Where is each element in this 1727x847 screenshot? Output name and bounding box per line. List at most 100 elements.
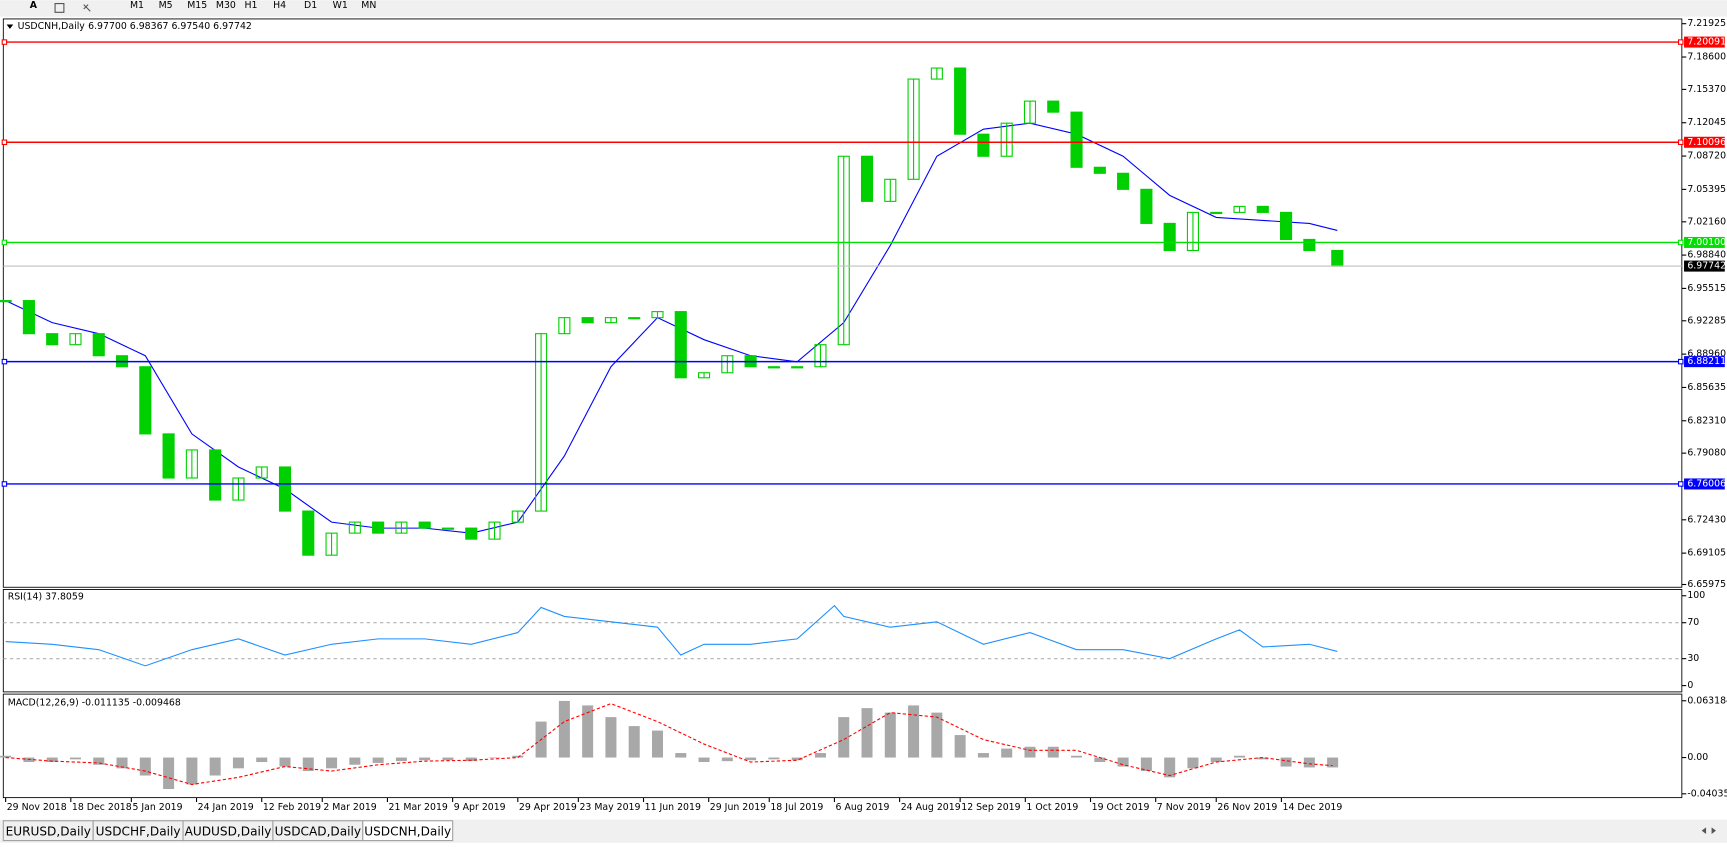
macd-bar xyxy=(745,757,757,761)
tab[interactable] xyxy=(362,820,454,842)
candle-body xyxy=(860,155,874,202)
period-button[interactable]: M5 xyxy=(159,0,173,11)
y-tick-label: 7.05395 xyxy=(1687,184,1726,195)
x-tick-label: 26 Nov 2019 xyxy=(1217,802,1277,813)
period-button[interactable]: M30 xyxy=(216,0,236,11)
macd-bar xyxy=(139,757,151,776)
candle-body xyxy=(1331,249,1344,267)
candle-body xyxy=(884,178,897,202)
x-tick-label: 7 Nov 2019 xyxy=(1157,802,1211,813)
y-tick-label: 7.02160 xyxy=(1687,216,1726,227)
toolbar xyxy=(0,0,1727,17)
x-tick-label: 6 Aug 2019 xyxy=(836,802,890,813)
macd-bar xyxy=(1164,757,1176,778)
period-button[interactable]: M1 xyxy=(130,0,144,11)
macd-bar xyxy=(372,757,384,763)
tab-label[interactable]: USDCAD,Daily xyxy=(275,824,361,838)
y-tick-label: 7.12045 xyxy=(1687,117,1726,128)
candle-body xyxy=(1256,205,1269,213)
macd-bar xyxy=(628,726,640,758)
macd-bar xyxy=(558,700,570,758)
macd-bar xyxy=(1257,757,1269,760)
rsi-panel xyxy=(2,589,1683,693)
ohlc-values: 6.97700 6.98367 6.97540 6.97742 xyxy=(88,21,252,32)
macd-bar xyxy=(1210,757,1222,763)
macd-bar xyxy=(442,757,454,761)
x-tick-label: 19 Oct 2019 xyxy=(1092,802,1150,813)
macd-bar xyxy=(69,757,81,760)
collapse-arrow[interactable] xyxy=(6,24,14,29)
macd-bar xyxy=(721,757,733,762)
x-tick-label: 12 Sep 2019 xyxy=(961,802,1020,813)
candle-body xyxy=(1186,211,1200,252)
y-tick-label: -0.040355 xyxy=(1687,788,1727,799)
y-tick-label: 30 xyxy=(1687,653,1699,664)
y-tick-label: 0.00 xyxy=(1687,752,1708,763)
tab-label[interactable]: AUDUSD,Daily xyxy=(185,824,272,838)
candle-body xyxy=(1093,166,1106,174)
tool-icon[interactable] xyxy=(54,2,91,13)
candle-body xyxy=(395,521,408,534)
font-button[interactable]: A xyxy=(30,0,38,11)
level-handle xyxy=(1,239,8,246)
tab-label[interactable]: EURUSD,Daily xyxy=(6,824,91,838)
period-button[interactable]: D1 xyxy=(304,0,317,11)
x-tick-label: 21 Mar 2019 xyxy=(389,802,448,813)
candle-body xyxy=(46,333,59,346)
macd-bar xyxy=(977,753,989,758)
macd-bar xyxy=(512,755,524,758)
tab-scroll[interactable] xyxy=(1701,827,1716,834)
candle-body xyxy=(1303,238,1316,252)
x-tick-label: 29 Apr 2019 xyxy=(519,802,577,813)
y-tick-label: 7.21925 xyxy=(1687,18,1726,29)
candle-body xyxy=(697,372,711,379)
macd-bar xyxy=(116,757,128,769)
y-tick-label: 6.95515 xyxy=(1687,283,1726,294)
candle-body xyxy=(1047,100,1060,113)
macd-panel xyxy=(2,693,1683,799)
period-button[interactable]: MN xyxy=(361,0,376,11)
macd-bar xyxy=(186,757,198,785)
y-tick-label: 100 xyxy=(1687,590,1705,601)
candle-body xyxy=(511,510,524,523)
candle-body xyxy=(488,521,501,540)
period-button[interactable]: H4 xyxy=(273,0,286,11)
candle-body xyxy=(1117,172,1130,190)
period-button[interactable]: W1 xyxy=(333,0,348,11)
candle-body xyxy=(1070,111,1083,168)
candle-body xyxy=(0,300,12,303)
candle-body xyxy=(325,532,338,556)
y-tick-label: 7.15370 xyxy=(1687,84,1726,95)
candle-body xyxy=(1023,100,1037,124)
macd-bar xyxy=(1024,746,1036,758)
macd-bar xyxy=(791,757,803,761)
period-button[interactable]: H1 xyxy=(245,0,258,11)
period-button[interactable]: M15 xyxy=(187,0,207,11)
candle-body xyxy=(1280,211,1293,241)
x-tick-label: 23 May 2019 xyxy=(579,802,640,813)
level-handle xyxy=(1,481,8,487)
candle-body xyxy=(209,449,222,501)
candle-body xyxy=(162,433,175,479)
level-handle xyxy=(1677,239,1684,246)
last-price-box xyxy=(1684,260,1725,272)
x-tick-label: 12 Feb 2019 xyxy=(263,802,321,813)
candle-body xyxy=(278,466,292,512)
macd-bar xyxy=(1094,757,1106,763)
candle-body xyxy=(1163,222,1176,252)
symbol-title: USDCNH,Daily xyxy=(18,21,86,32)
level-handle xyxy=(1,358,8,365)
rsi-line xyxy=(5,604,1338,667)
tab-label[interactable]: USDCHF,Daily xyxy=(96,824,181,838)
x-tick-label: 29 Jun 2019 xyxy=(710,802,766,813)
tab-label[interactable]: USDCNH,Daily xyxy=(364,824,451,838)
candle-body xyxy=(441,527,455,530)
y-tick-label: 70 xyxy=(1687,617,1699,628)
candle-body xyxy=(604,317,617,324)
candle-body xyxy=(721,355,734,374)
y-tick-label: 6.65975 xyxy=(1687,579,1726,590)
candle-body xyxy=(418,521,431,529)
macd-bar xyxy=(1001,748,1013,758)
level-label-box xyxy=(1684,356,1725,368)
